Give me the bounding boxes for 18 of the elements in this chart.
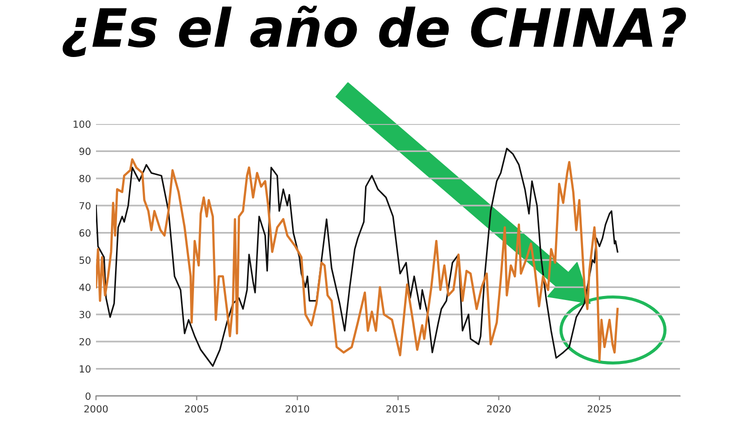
x-tick-label: 2000 [84,405,108,413]
y-tick-label: 80 [79,174,90,182]
x-tick-label: 2015 [386,405,410,413]
y-tick-label: 20 [79,338,90,346]
y-tick-label: 30 [80,310,90,318]
y-tick-label: 0 [86,392,90,400]
x-tick-label: 2005 [185,405,208,413]
x-tick-label: 2010 [286,405,310,413]
y-tick-label: 100 [74,120,90,128]
y-tick-label: 70 [80,202,90,210]
y-tick-label: 90 [79,148,90,156]
y-tick-label: 60 [79,229,90,237]
x-tick-label: 2020 [487,405,510,413]
y-tick-label: 10 [80,365,90,373]
y-tick-label: 40 [79,284,90,292]
x-tick-label: 2025 [588,405,611,413]
y-tick-label: 50 [80,256,90,264]
chart-title: ¿Es el año de CHINA? [62,6,686,58]
